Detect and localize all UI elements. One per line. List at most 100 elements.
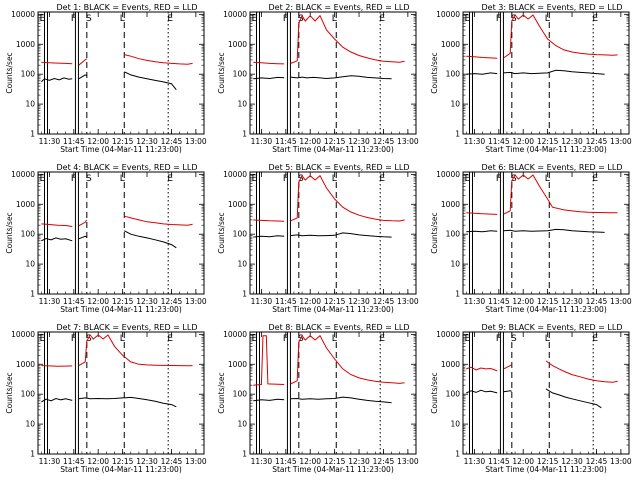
events-series-line bbox=[253, 76, 285, 80]
marker-label: E bbox=[167, 174, 173, 184]
lld-series-line bbox=[253, 335, 285, 386]
detector-panel-1: Det 1: BLACK = Events, RED = LLD 1 10 100 10… bbox=[5, 3, 207, 154]
y-axis-title: Counts/sec bbox=[430, 52, 439, 93]
marker-label: E bbox=[167, 334, 173, 344]
x-tick-label: 12:15 bbox=[324, 297, 346, 306]
marker-label: F bbox=[283, 334, 288, 344]
events-series-line bbox=[503, 228, 605, 233]
lld-series-line bbox=[290, 14, 405, 64]
plot-frame bbox=[37, 171, 205, 295]
lld-series-line bbox=[41, 365, 73, 367]
x-tick-label: 11:45 bbox=[488, 457, 510, 466]
x-tick-label: 13:00 bbox=[185, 457, 207, 466]
x-axis-title: Start Time (04-Mar-11 11:23:00) bbox=[60, 465, 182, 474]
marker-label: E bbox=[40, 334, 46, 344]
x-tick-label: 12:30 bbox=[348, 457, 370, 466]
marker-label: L bbox=[120, 14, 125, 24]
marker-label: E bbox=[465, 174, 471, 184]
y-tick-label: 10000 bbox=[436, 10, 460, 19]
lld-series-line bbox=[253, 219, 285, 222]
x-tick-label: 11:45 bbox=[63, 137, 85, 146]
events-series-line bbox=[78, 235, 88, 240]
panel-title: Det 9: BLACK = Events, RED = LLD bbox=[482, 323, 623, 332]
marker-label: S bbox=[86, 14, 92, 24]
lld-series-line bbox=[78, 219, 88, 227]
marker-label: L bbox=[120, 174, 125, 184]
x-tick-label: 12:30 bbox=[136, 297, 158, 306]
y-tick-label: 1 bbox=[242, 130, 247, 139]
x-tick-label: 13:00 bbox=[185, 137, 207, 146]
y-tick-label: 100 bbox=[233, 390, 248, 399]
detector-panel-9: Det 9: BLACK = Events, RED = LLD 1 10 100 10… bbox=[430, 323, 632, 474]
x-tick-label: 12:00 bbox=[512, 137, 534, 146]
events-series-line bbox=[466, 389, 498, 394]
x-tick-label: 12:00 bbox=[299, 457, 321, 466]
y-tick-label: 10 bbox=[237, 100, 247, 109]
events-series-line bbox=[290, 396, 392, 404]
x-tick-label: 12:45 bbox=[586, 137, 608, 146]
detector-panel-4: Det 4: BLACK = Events, RED = LLD 1 10 100 10… bbox=[5, 163, 207, 314]
x-tick-label: 13:00 bbox=[610, 137, 632, 146]
lld-series-line bbox=[253, 61, 285, 65]
x-tick-label: 12:45 bbox=[373, 297, 395, 306]
events-series-line bbox=[78, 74, 88, 80]
marker-label: E bbox=[592, 14, 598, 24]
x-axis-title: Start Time (04-Mar-11 11:23:00) bbox=[272, 465, 394, 474]
marker-label: E bbox=[252, 334, 258, 344]
events-series-line bbox=[253, 398, 285, 402]
marker-label: E bbox=[40, 174, 46, 184]
events-series-line bbox=[124, 230, 177, 249]
y-axis-title: Counts/sec bbox=[5, 52, 14, 93]
x-tick-label: 11:30 bbox=[39, 297, 61, 306]
events-series-line bbox=[466, 72, 498, 75]
y-tick-label: 1000 bbox=[441, 200, 460, 209]
lld-series-line bbox=[503, 174, 618, 215]
y-axis-title: Counts/sec bbox=[430, 372, 439, 413]
x-tick-label: 12:00 bbox=[87, 137, 109, 146]
y-tick-label: 1000 bbox=[441, 360, 460, 369]
y-tick-label: 1000 bbox=[441, 40, 460, 49]
x-tick-label: 12:30 bbox=[348, 297, 370, 306]
plot-frame bbox=[462, 11, 630, 135]
marker-label: E bbox=[40, 14, 46, 24]
lld-series-line bbox=[78, 58, 88, 66]
marker-label: L bbox=[332, 14, 337, 24]
y-tick-label: 100 bbox=[21, 70, 36, 79]
x-tick-label: 12:30 bbox=[348, 137, 370, 146]
x-tick-label: 11:30 bbox=[251, 457, 273, 466]
x-tick-label: 13:00 bbox=[397, 137, 419, 146]
detector-panel-7: Det 7: BLACK = Events, RED = LLD 1 10 100 10… bbox=[5, 323, 207, 474]
y-tick-label: 1000 bbox=[228, 200, 247, 209]
x-tick-label: 11:45 bbox=[275, 297, 297, 306]
x-tick-label: 11:45 bbox=[488, 137, 510, 146]
lld-series-line bbox=[78, 334, 193, 367]
marker-label: E bbox=[379, 14, 385, 24]
x-tick-label: 11:30 bbox=[464, 457, 486, 466]
marker-label: S bbox=[298, 334, 304, 344]
plot-frame bbox=[37, 11, 205, 135]
y-axis-title: Counts/sec bbox=[217, 212, 226, 253]
marker-label: F bbox=[71, 14, 76, 24]
plot-frame bbox=[249, 171, 417, 295]
panel-title: Det 8: BLACK = Events, RED = LLD bbox=[269, 323, 410, 332]
events-series-line bbox=[545, 388, 602, 409]
y-axis-title: Counts/sec bbox=[5, 212, 14, 253]
x-tick-label: 12:15 bbox=[112, 457, 134, 466]
panel-title: Det 7: BLACK = Events, RED = LLD bbox=[57, 323, 198, 332]
events-series-line bbox=[503, 390, 512, 393]
y-tick-label: 1 bbox=[30, 130, 35, 139]
x-tick-label: 11:45 bbox=[63, 297, 85, 306]
marker-label: F bbox=[283, 174, 288, 184]
y-tick-label: 10 bbox=[25, 260, 35, 269]
y-tick-label: 100 bbox=[21, 230, 36, 239]
lld-series-line bbox=[545, 360, 618, 383]
plot-frame bbox=[462, 331, 630, 455]
x-tick-label: 12:15 bbox=[324, 137, 346, 146]
lld-series-line bbox=[41, 61, 73, 65]
y-tick-label: 1000 bbox=[16, 200, 35, 209]
x-tick-label: 12:00 bbox=[512, 297, 534, 306]
y-tick-label: 1 bbox=[455, 130, 460, 139]
x-tick-label: 13:00 bbox=[397, 297, 419, 306]
detector-panel-8: Det 8: BLACK = Events, RED = LLD 1 10 100 10… bbox=[217, 323, 419, 474]
marker-label: E bbox=[379, 334, 385, 344]
